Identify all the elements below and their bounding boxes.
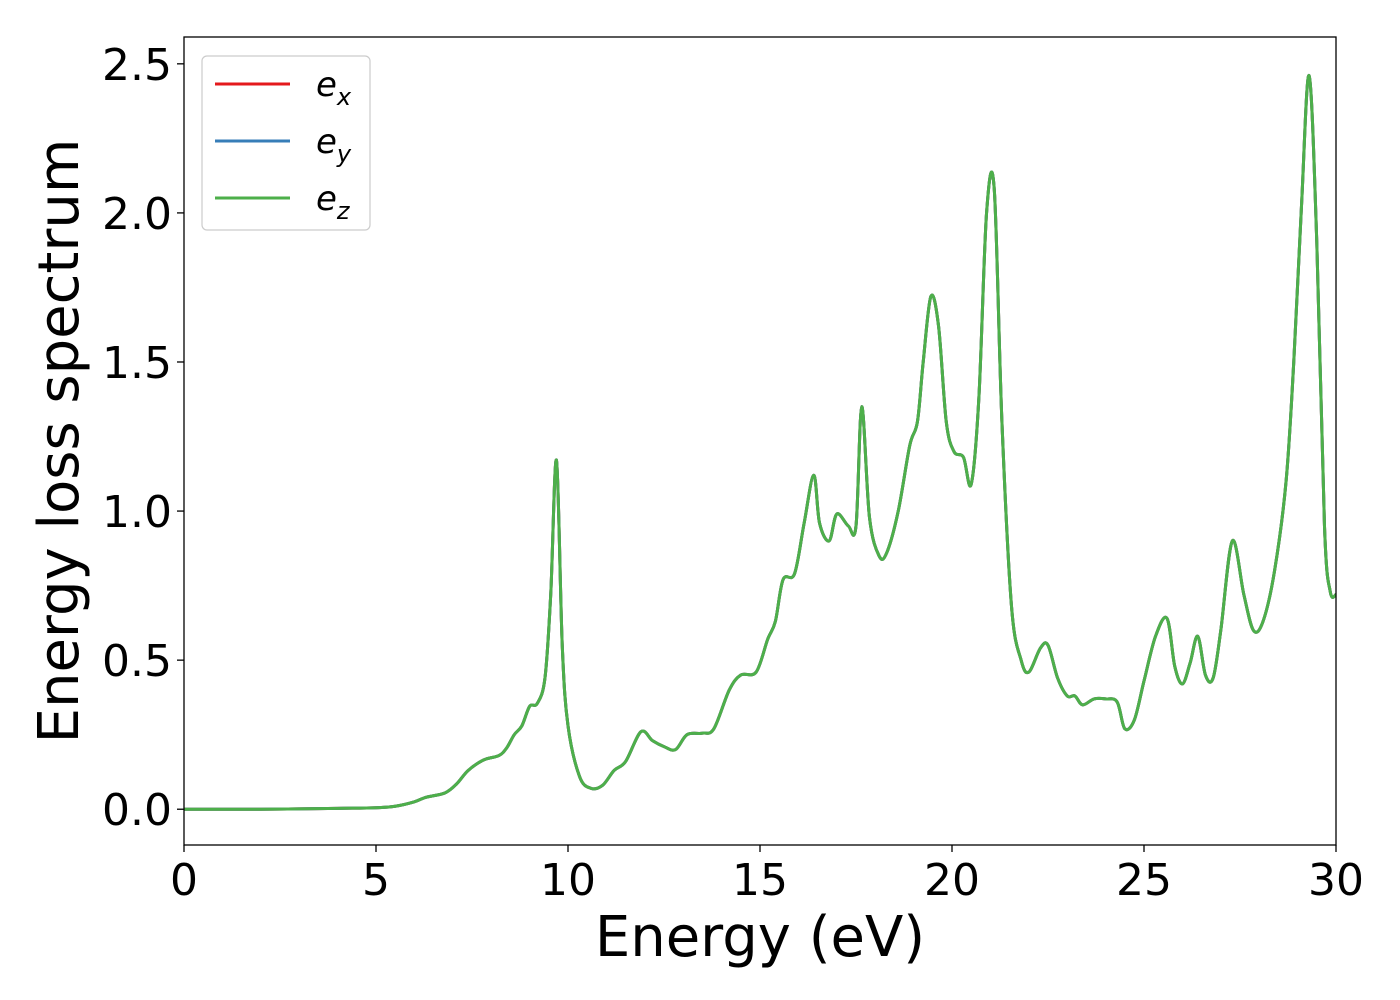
x-tick-label: 10 bbox=[540, 855, 596, 906]
legend-box bbox=[201, 55, 371, 231]
x-tick-label: 30 bbox=[1308, 855, 1364, 906]
y-tick-label: 0.5 bbox=[102, 636, 172, 687]
y-tick-label: 1.0 bbox=[102, 487, 172, 538]
y-tick-label: 1.5 bbox=[102, 338, 172, 389]
x-tick-label: 20 bbox=[924, 855, 980, 906]
legend-label-e-x: ex bbox=[316, 65, 352, 111]
y-tick-label: 0.0 bbox=[102, 785, 172, 836]
y-axis-title: Energy loss spectrum bbox=[27, 139, 92, 744]
x-axis-title: Energy (eV) bbox=[595, 905, 925, 970]
x-tick-label: 5 bbox=[362, 855, 390, 906]
legend-label-e-y: ey bbox=[316, 122, 352, 168]
x-tick-label: 0 bbox=[170, 855, 198, 906]
y-tick-label: 2.5 bbox=[102, 40, 172, 91]
plot-layer bbox=[184, 74, 1336, 811]
y-axis-ticks: 0.0 0.5 1.0 1.5 2.0 2.5 bbox=[102, 40, 184, 836]
x-tick-label: 15 bbox=[732, 855, 788, 906]
x-axis-ticks: 0 5 10 15 20 25 30 bbox=[170, 845, 1364, 906]
y-tick-label: 2.0 bbox=[102, 189, 172, 240]
x-tick-label: 25 bbox=[1116, 855, 1172, 906]
legend-label-e-z: ez bbox=[316, 179, 351, 225]
legend: ex ey ez bbox=[201, 55, 371, 231]
series-line-e-z bbox=[184, 74, 1336, 811]
